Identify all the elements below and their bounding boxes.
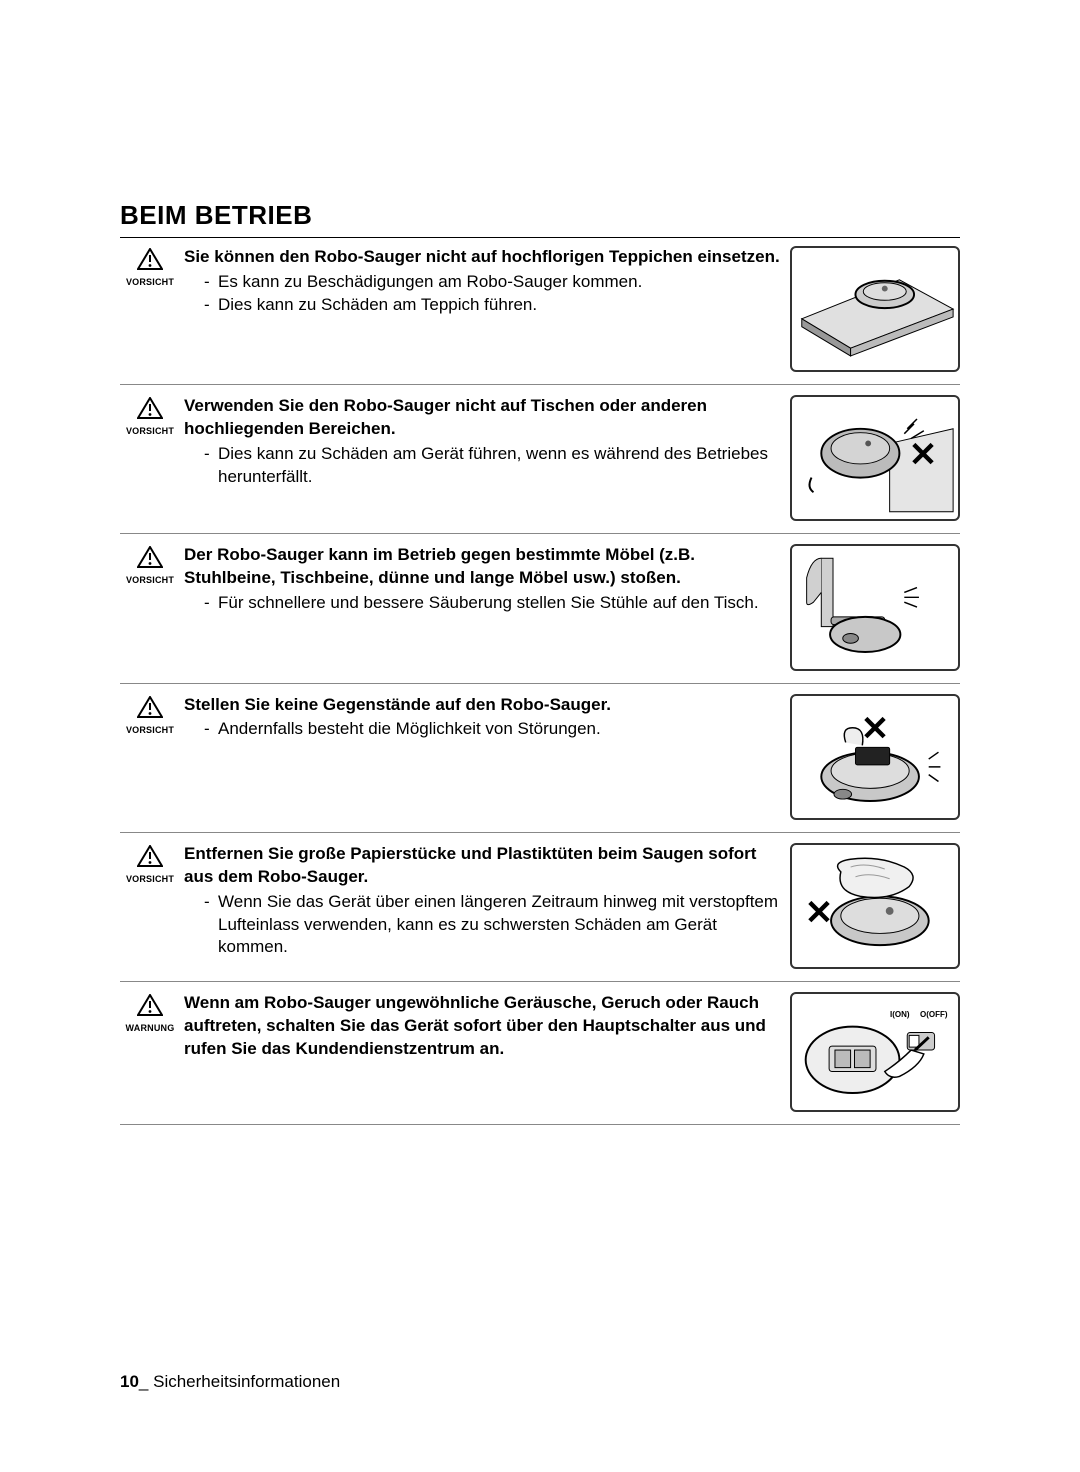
safety-bullets: Andernfalls besteht die Möglichkeit von …	[184, 718, 780, 741]
off-label: O(OFF)	[920, 1010, 948, 1019]
illustration-table-fall: ✕	[790, 395, 960, 521]
caution-text: VORSICHT	[126, 725, 174, 735]
safety-title: Der Robo-Sauger kann im Betrieb gegen be…	[184, 544, 780, 590]
caution-text: VORSICHT	[126, 575, 174, 585]
warning-icon	[137, 248, 163, 270]
bullet: Es kann zu Beschädigungen am Robo-Sauger…	[204, 271, 780, 294]
safety-bullets: Es kann zu Beschädigungen am Robo-Sauger…	[184, 271, 780, 317]
safety-title: Wenn am Robo-Sauger ungewöhnliche Geräus…	[184, 992, 780, 1061]
warning-icon	[137, 845, 163, 867]
footer-sep: _	[139, 1372, 153, 1391]
on-label: I(ON)	[890, 1010, 910, 1019]
bullet: Für schnellere und bessere Säuberung ste…	[204, 592, 780, 615]
illustration-objects-on-top: ✕	[790, 694, 960, 820]
x-mark-icon: ✕	[860, 716, 890, 746]
safety-item: VORSICHT Entfernen Sie große Papierstück…	[120, 843, 960, 982]
safety-item: VORSICHT Verwenden Sie den Robo-Sauger n…	[120, 395, 960, 534]
safety-bullets: Dies kann zu Schäden am Gerät führen, we…	[184, 443, 780, 489]
caution-text: VORSICHT	[126, 426, 174, 436]
safety-title: Verwenden Sie den Robo-Sauger nicht auf …	[184, 395, 780, 441]
safety-item: VORSICHT Der Robo-Sauger kann im Betrieb…	[120, 544, 960, 683]
warning-icon	[137, 546, 163, 568]
safety-bullets: Wenn Sie das Gerät über einen längeren Z…	[184, 891, 780, 960]
safety-title: Entfernen Sie große Papierstücke und Pla…	[184, 843, 780, 889]
safety-title: Stellen Sie keine Gegenstände auf den Ro…	[184, 694, 780, 717]
warning-icon	[137, 397, 163, 419]
safety-title: Sie können den Robo-Sauger nicht auf hoc…	[184, 246, 780, 269]
caution-label: VORSICHT	[120, 395, 180, 521]
caution-text: VORSICHT	[126, 874, 174, 884]
warning-icon	[137, 994, 163, 1016]
illustration-carpet	[790, 246, 960, 372]
section-heading: BEIM BETRIEB	[120, 200, 960, 238]
illustration-chair-leg	[790, 544, 960, 670]
manual-page: BEIM BETRIEB VORSICHT Sie können den Rob…	[0, 0, 1080, 1472]
bullet: Wenn Sie das Gerät über einen längeren Z…	[204, 891, 780, 960]
page-number: 10	[120, 1372, 139, 1391]
safety-item: VORSICHT Sie können den Robo-Sauger nich…	[120, 246, 960, 385]
safety-text: Wenn am Robo-Sauger ungewöhnliche Geräus…	[180, 992, 790, 1112]
warning-icon	[137, 696, 163, 718]
bullet: Andernfalls besteht die Möglichkeit von …	[204, 718, 780, 741]
bullet: Dies kann zu Schäden am Gerät führen, we…	[204, 443, 780, 489]
safety-text: Stellen Sie keine Gegenstände auf den Ro…	[180, 694, 790, 820]
warning-label: WARNUNG	[120, 992, 180, 1112]
illustration-power-switch: I(ON) O(OFF)	[790, 992, 960, 1112]
bullet: Dies kann zu Schäden am Teppich führen.	[204, 294, 780, 317]
caution-text: VORSICHT	[126, 277, 174, 287]
safety-item: VORSICHT Stellen Sie keine Gegenstände a…	[120, 694, 960, 833]
footer-section: Sicherheitsinformationen	[153, 1372, 340, 1391]
caution-label: VORSICHT	[120, 694, 180, 820]
caution-label: VORSICHT	[120, 246, 180, 372]
safety-text: Entfernen Sie große Papierstücke und Pla…	[180, 843, 790, 969]
x-mark-icon: ✕	[908, 442, 938, 472]
caution-label: VORSICHT	[120, 843, 180, 969]
x-mark-icon: ✕	[804, 900, 834, 930]
safety-text: Der Robo-Sauger kann im Betrieb gegen be…	[180, 544, 790, 670]
safety-item: WARNUNG Wenn am Robo-Sauger ungewöhnlich…	[120, 992, 960, 1125]
safety-text: Sie können den Robo-Sauger nicht auf hoc…	[180, 246, 790, 372]
warning-text: WARNUNG	[126, 1023, 175, 1033]
safety-text: Verwenden Sie den Robo-Sauger nicht auf …	[180, 395, 790, 521]
illustration-paper-bag: ✕	[790, 843, 960, 969]
safety-bullets: Für schnellere und bessere Säuberung ste…	[184, 592, 780, 615]
page-footer: 10_ Sicherheitsinformationen	[120, 1372, 340, 1392]
caution-label: VORSICHT	[120, 544, 180, 670]
